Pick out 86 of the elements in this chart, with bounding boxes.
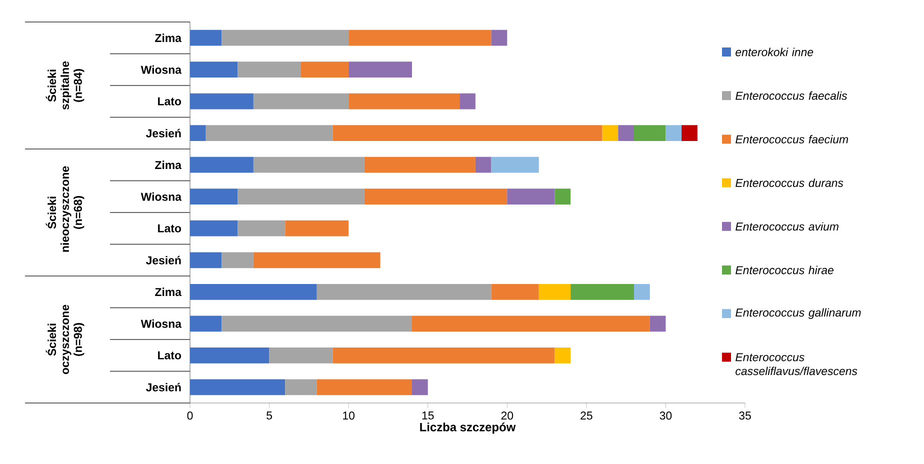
bar	[412, 379, 428, 396]
bar	[238, 62, 301, 78]
bar	[491, 156, 539, 173]
bar	[538, 284, 571, 300]
x-tick-label: 0	[187, 412, 193, 420]
bar	[301, 62, 349, 78]
bar	[222, 30, 349, 46]
x-tick-label: 35	[739, 412, 751, 420]
bar	[475, 156, 492, 173]
x-tick-label: 20	[501, 412, 514, 420]
legend-label: Enterococcus durans	[736, 178, 844, 188]
y-tick-label: Jesień	[146, 256, 181, 264]
x-tick-label: 30	[660, 412, 672, 420]
bar	[332, 347, 555, 364]
text: Ścieki nieoczyszczone (n=68)	[46, 166, 84, 252]
x-tick-label: 15	[422, 412, 434, 420]
legend-label: Enterococcus avium	[736, 222, 838, 231]
bar	[285, 220, 349, 236]
y-tick-label: Lato	[158, 224, 182, 232]
bar	[554, 347, 571, 364]
y-tick-label: Wiosna	[140, 319, 182, 328]
bar	[618, 125, 634, 142]
x-tick-label: 25	[580, 412, 592, 420]
bar	[491, 284, 539, 300]
bar	[460, 93, 476, 110]
y-tick-label: Lato	[158, 97, 182, 106]
bar	[222, 316, 412, 332]
bar	[190, 379, 286, 396]
legend-label: Enterococcus gallinarum	[736, 308, 861, 319]
legend-label: Enterococcus faecalis	[736, 91, 848, 100]
y-tick-label: Zima	[155, 34, 182, 42]
y-tick-label: Wiosna	[140, 192, 182, 201]
bar	[650, 316, 666, 332]
x-tick-label: 5	[266, 412, 272, 420]
y-tick-label: Zima	[155, 288, 182, 296]
bar	[491, 30, 508, 46]
bar	[253, 93, 349, 110]
bar	[348, 30, 492, 46]
legend-label: Enterococcus faecium	[736, 134, 848, 144]
text: Ścieki oczyszczone (n=98)	[46, 304, 84, 374]
bar	[316, 284, 492, 300]
bar	[269, 347, 333, 364]
bar	[348, 93, 460, 110]
y-tick-label: Lato	[158, 351, 182, 360]
bar	[190, 125, 206, 142]
x-tick-label: 10	[343, 412, 354, 420]
bar	[634, 284, 650, 300]
bar	[666, 125, 682, 142]
bar	[190, 188, 238, 205]
y-tick-label: Zima	[155, 160, 182, 170]
legend-label: Enterococcus hirae	[736, 266, 834, 274]
bar	[253, 156, 364, 173]
x-axis-title: Liczba szczepów	[420, 422, 516, 434]
bar	[190, 62, 238, 78]
legend-label: enterokoki inne	[736, 48, 814, 56]
bar	[364, 188, 508, 205]
bar	[364, 156, 476, 173]
bar	[238, 188, 364, 205]
bar	[634, 125, 666, 142]
bar	[190, 284, 317, 300]
bar	[190, 220, 238, 236]
bar	[412, 316, 650, 332]
bar	[190, 252, 222, 268]
bar	[190, 156, 254, 173]
bar	[222, 252, 254, 268]
bar	[570, 284, 634, 300]
y-tick-label: Wiosna	[140, 65, 182, 74]
y-tick-label: Jesień	[146, 128, 181, 138]
bar	[507, 188, 555, 205]
bar	[253, 252, 380, 268]
bar	[206, 125, 333, 142]
bar	[602, 125, 618, 142]
bar	[554, 188, 571, 205]
bar	[332, 125, 602, 142]
bar	[190, 93, 254, 110]
bar	[238, 220, 286, 236]
y-tick-label: Jesień	[146, 382, 181, 392]
bar	[285, 379, 317, 396]
bar	[348, 62, 412, 78]
bar	[682, 125, 698, 142]
bar	[190, 347, 270, 364]
text: Ścieki szpitalne (n=84)	[46, 61, 84, 110]
legend-label: Enterococcus casseliflavus/flavescens	[736, 353, 858, 376]
bar	[316, 379, 412, 396]
bar	[190, 316, 222, 332]
bar	[190, 30, 222, 46]
